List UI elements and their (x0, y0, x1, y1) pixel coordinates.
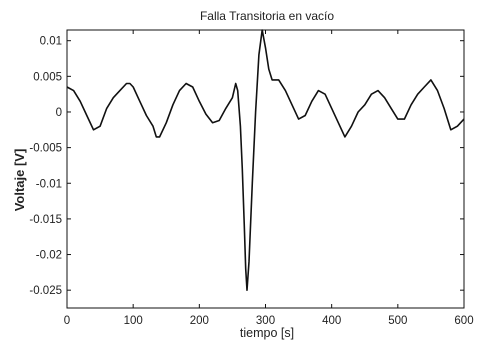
x-tick-label: 100 (124, 315, 143, 327)
y-tick-label: -0.02 (36, 250, 62, 262)
x-tick-label: 500 (388, 315, 407, 327)
series-line (66, 29, 465, 292)
y-tick-label: 0.005 (33, 71, 62, 83)
y-tick-label: -0.025 (29, 285, 62, 297)
y-tick-label: 0.01 (40, 36, 62, 48)
y-tick-label: 0 (56, 107, 62, 119)
plot-frame (66, 29, 465, 309)
x-tick-label: 400 (322, 315, 341, 327)
x-axis-label: tiempo [s] (240, 326, 294, 340)
x-tick-label: 200 (190, 315, 209, 327)
y-axis-label: Voltaje [V] (12, 149, 27, 212)
plot-area: 0 100 200 300 400 500 600 0.01 0.005 0 -0.005 -0.01… (29, 29, 474, 327)
chart-title: Falla Transitoria en vacío (200, 9, 334, 23)
x-tick-label: 300 (256, 315, 275, 327)
x-tick-label: 0 (64, 315, 70, 327)
y-tick-label: -0.005 (29, 143, 62, 155)
y-tick-label: -0.01 (36, 178, 62, 190)
y-tick-label: -0.015 (29, 214, 62, 226)
x-tick-label: 600 (454, 315, 473, 327)
